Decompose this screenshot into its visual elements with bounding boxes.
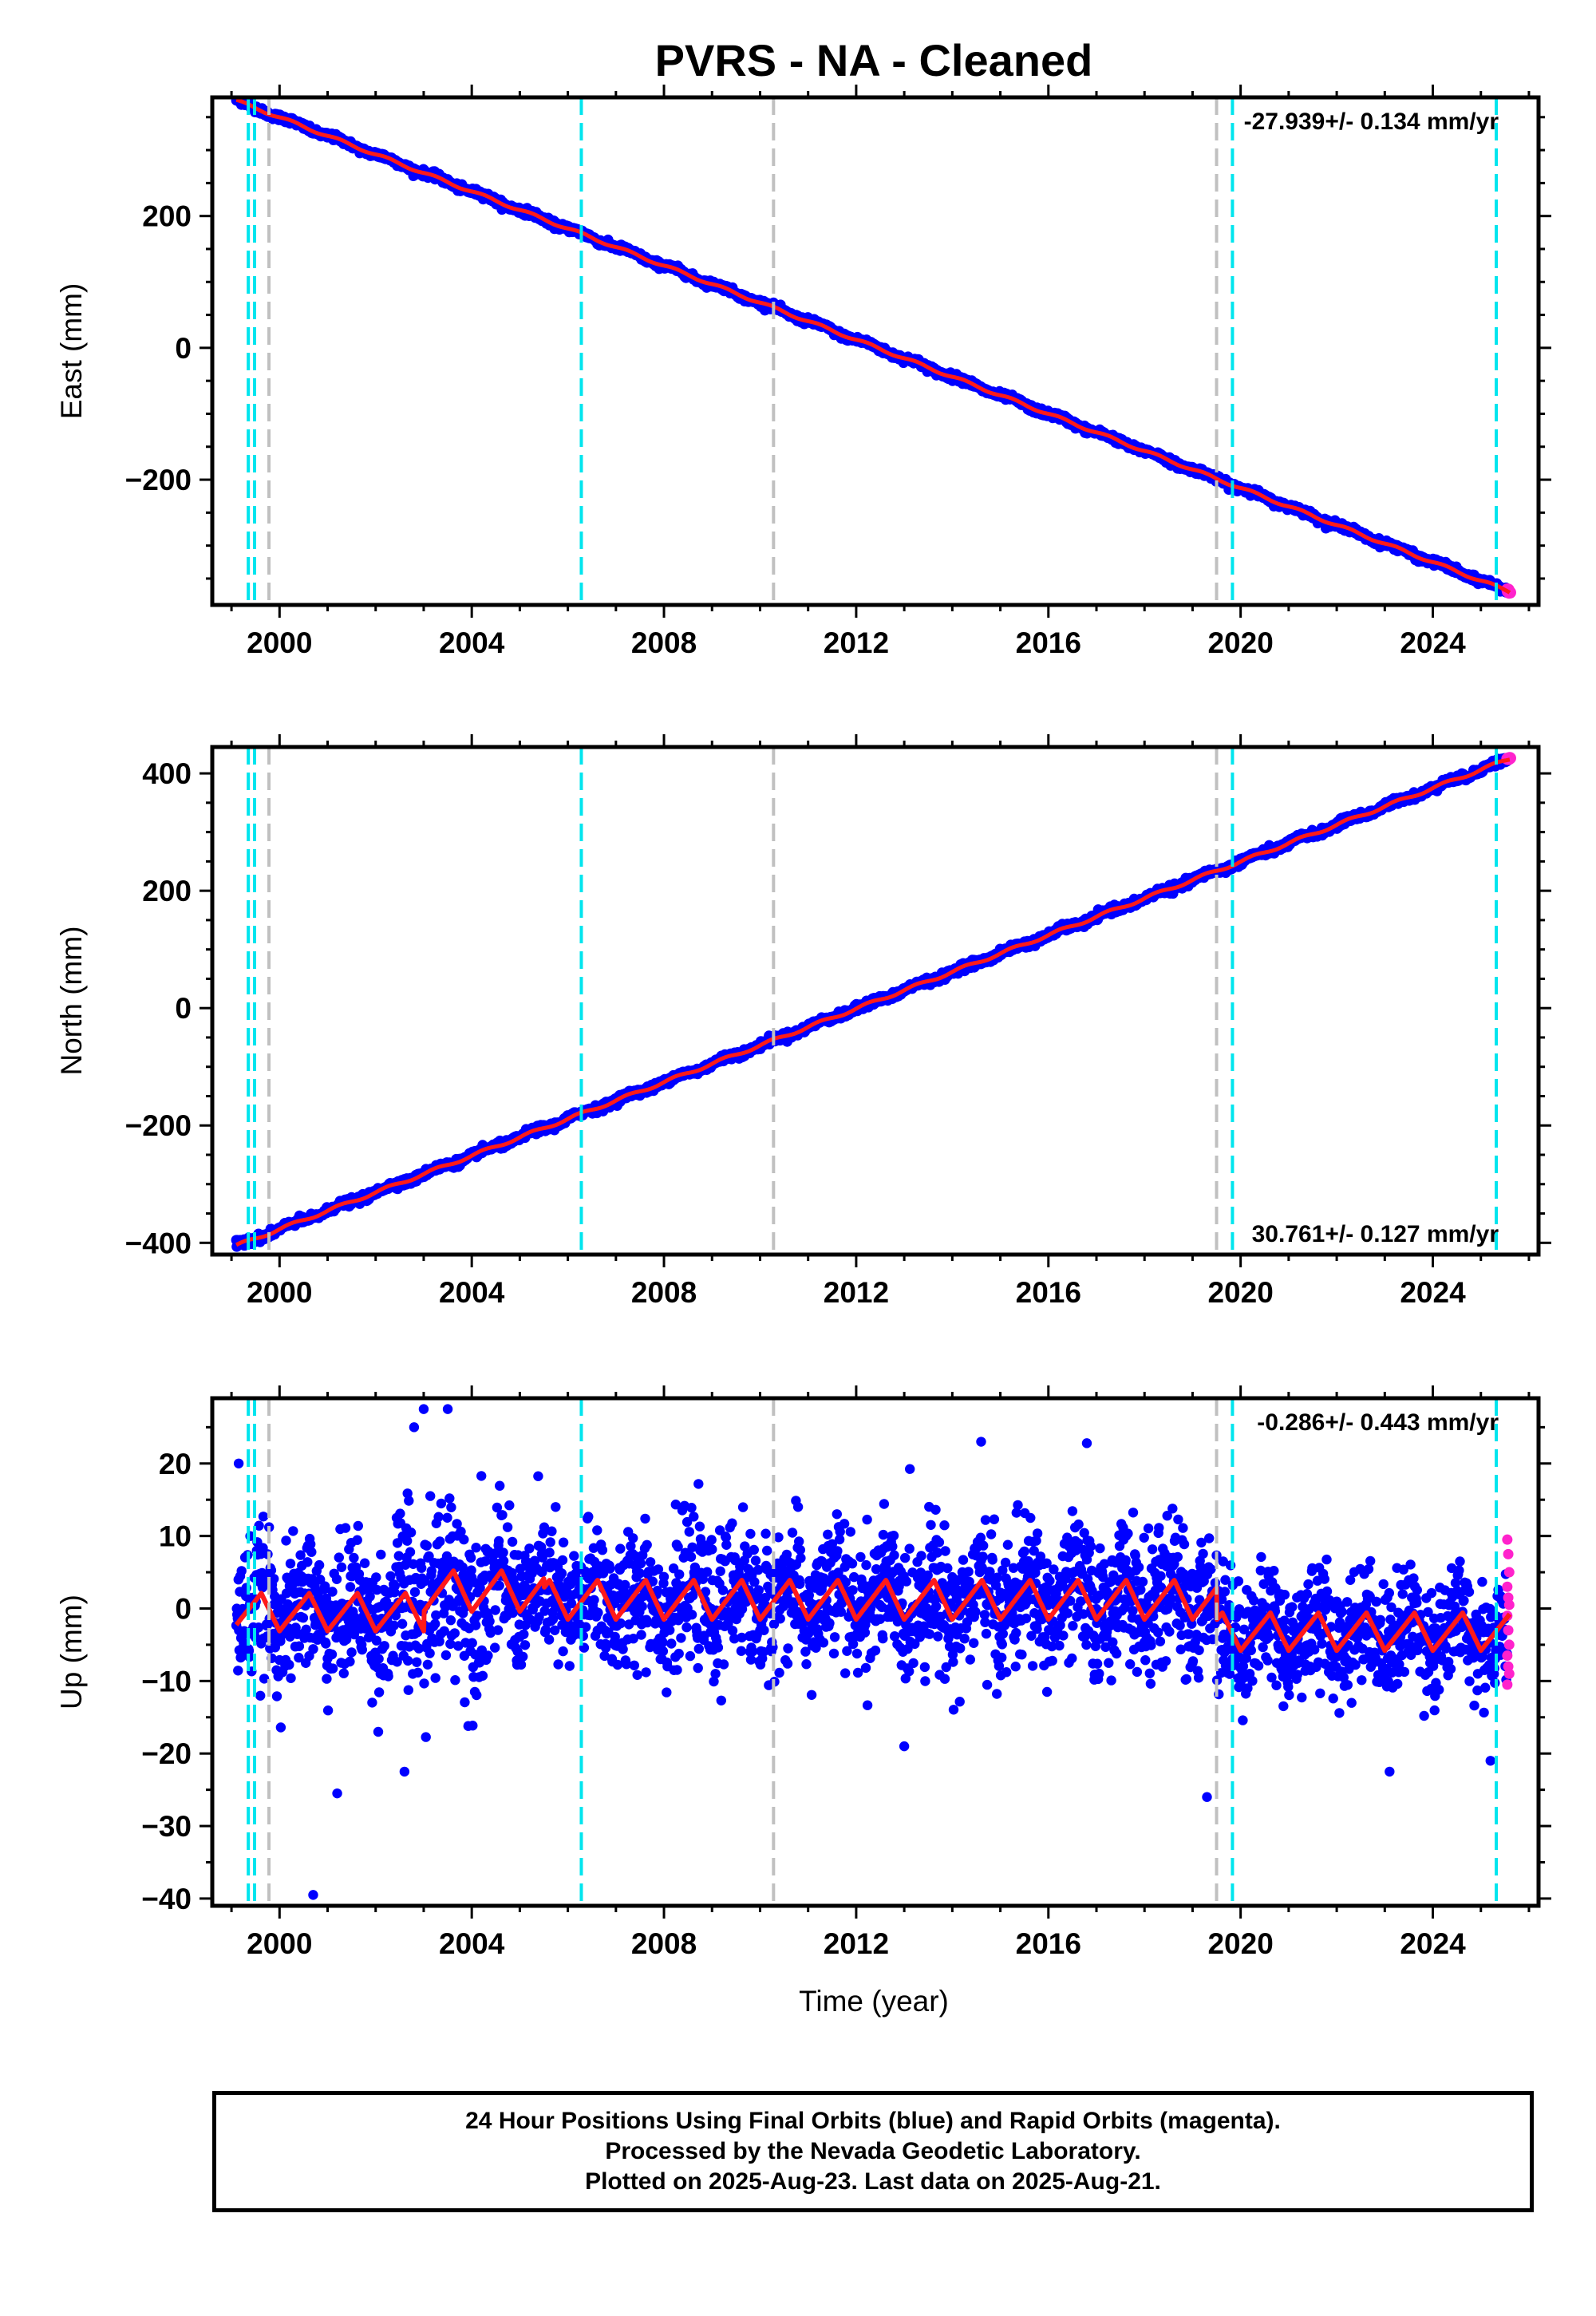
panel-north: 2000 2004 2008 2012 2016 2020 2024−400−2000200… <box>55 734 1551 1309</box>
y-tick-label: 0 <box>175 332 192 365</box>
x-tick-label: 2008 <box>631 626 697 659</box>
x-tick-label: 2012 <box>824 626 889 659</box>
plot-area-east <box>231 97 1516 605</box>
panels: 2000 2004 2008 2012 2016 2020 2024 −200 0 200 East… <box>55 85 1551 1960</box>
x-tick-label: 2024 <box>1400 626 1466 659</box>
y-axis-label-east: East (mm) <box>55 283 88 420</box>
x-tick-label: 2004 <box>439 626 505 659</box>
y-tick-label: 200 <box>142 200 192 233</box>
x-tick-label: 2000 <box>247 626 312 659</box>
model-fit-line-east <box>235 97 1511 595</box>
velocity-label-east: -27.939+/- 0.134 mm/yr <box>1244 109 1499 135</box>
panel-east: 2000 2004 2008 2012 2016 2020 2024 −200 0 200 East… <box>55 85 1551 659</box>
x-tick-label: 2020 <box>1207 626 1273 659</box>
plot-area-north <box>231 747 1516 1255</box>
y-tick-label: −200 <box>125 464 192 496</box>
x-tick-label: 2016 <box>1016 626 1081 659</box>
figure-title: PVRS - NA - Cleaned <box>655 35 1093 85</box>
